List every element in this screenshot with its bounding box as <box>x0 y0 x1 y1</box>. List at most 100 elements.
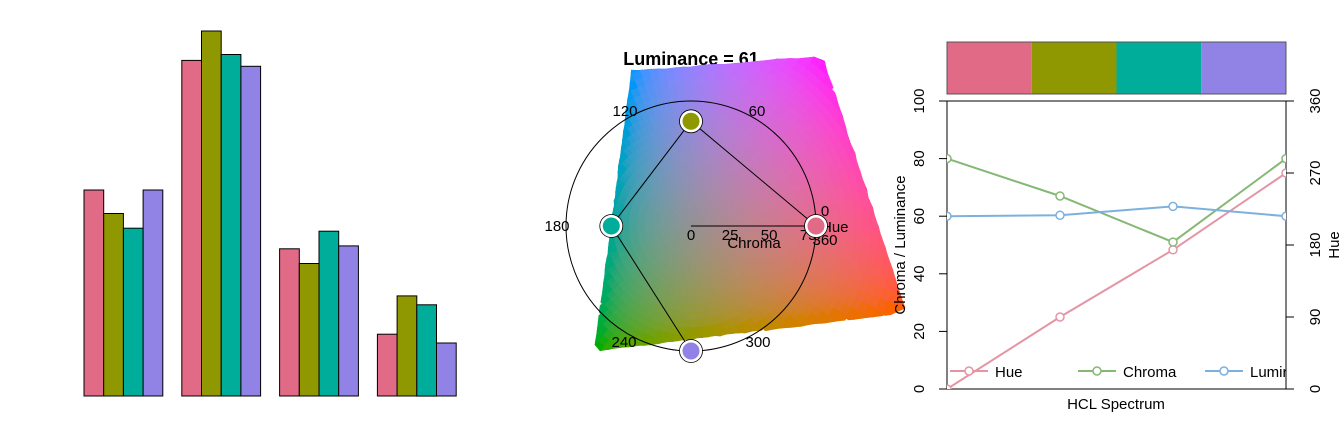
gamut-cell <box>545 110 559 125</box>
gamut-cell <box>867 120 881 136</box>
gamut-cell <box>607 360 621 373</box>
gamut-cell <box>527 162 539 176</box>
gamut-cell <box>530 55 547 72</box>
gamut-cell <box>580 48 596 62</box>
gamut-cell <box>594 86 608 99</box>
gamut-cell <box>492 296 505 312</box>
gamut-cell <box>575 247 585 256</box>
gamut-cell <box>456 210 465 226</box>
gamut-cell <box>496 243 506 257</box>
gamut-cell <box>618 31 633 44</box>
gamut-cell <box>726 0 743 5</box>
gamut-cell <box>495 203 505 216</box>
gamut-cell <box>668 349 678 359</box>
gamut-cell <box>689 398 701 407</box>
gamut-cell <box>584 55 599 69</box>
gamut-cell <box>735 397 749 409</box>
gamut-cell <box>654 378 666 389</box>
gamut-cell <box>625 411 640 423</box>
gamut-cell <box>489 309 503 326</box>
gamut-cell <box>862 97 877 114</box>
gamut-cell <box>524 266 536 279</box>
gamut-cell <box>730 350 741 361</box>
gamut-cell <box>668 412 681 422</box>
gamut-cell <box>610 371 624 384</box>
gamut-cell <box>709 427 724 432</box>
gamut-cell <box>581 177 592 187</box>
gamut-cell <box>534 224 543 234</box>
gamut-cell <box>567 27 584 42</box>
gamut-cell <box>740 355 752 367</box>
gamut-cell <box>584 251 594 260</box>
gamut-cell <box>615 382 629 395</box>
gamut-cell <box>486 337 501 355</box>
gamut-cell <box>590 239 600 247</box>
gamut-cell <box>699 420 713 430</box>
gamut-cell <box>573 230 582 238</box>
gamut-cell <box>585 114 598 127</box>
gamut-cell <box>618 400 633 413</box>
gamut-cell <box>640 399 654 410</box>
gamut-cell <box>868 92 884 109</box>
gamut-cell <box>480 244 490 259</box>
gamut-cell <box>602 155 613 166</box>
gamut-cell <box>592 193 602 202</box>
gamut-cell <box>638 406 652 418</box>
gamut-cell <box>893 119 907 137</box>
gamut-cell <box>740 379 753 391</box>
gamut-cell <box>628 28 643 40</box>
gamut-cell <box>726 360 738 371</box>
gamut-cell <box>691 30 704 39</box>
gamut-cell <box>608 35 624 48</box>
gamut-cell <box>702 0 718 9</box>
gamut-cell <box>770 382 785 396</box>
gamut-cell <box>733 357 745 368</box>
gamut-cell <box>564 285 576 297</box>
gamut-cell <box>860 124 874 140</box>
gamut-cell <box>605 71 619 84</box>
gamut-cell <box>621 393 636 405</box>
gamut-cell <box>566 269 577 280</box>
gamut-cell <box>558 150 570 163</box>
gamut-cell <box>623 418 639 430</box>
gamut-cell <box>574 200 584 209</box>
gamut-cell <box>681 366 691 375</box>
swatch-4 <box>1201 42 1286 94</box>
gamut-cell <box>590 203 600 211</box>
gamut-cell <box>479 234 489 248</box>
gamut-cell <box>573 224 582 232</box>
gamut-cell <box>633 389 647 401</box>
gamut-cell <box>511 205 521 217</box>
gamut-cell <box>464 150 477 167</box>
gamut-cell <box>709 419 723 429</box>
gamut-cell <box>499 262 510 276</box>
gamut-cell <box>460 270 472 287</box>
right-tick-label: 360 <box>1307 88 1324 113</box>
gamut-cell <box>547 153 559 166</box>
bar-g1-s4 <box>143 190 163 396</box>
gamut-cell <box>635 381 648 393</box>
gamut-cell <box>479 223 488 237</box>
bar-g1-s2 <box>104 214 124 397</box>
gamut-cell <box>560 72 575 87</box>
gamut-cell <box>478 278 490 294</box>
gamut-cell <box>913 177 924 194</box>
gamut-cell <box>872 175 883 189</box>
gamut-cell <box>555 66 571 81</box>
gamut-cell <box>527 240 537 252</box>
gamut-cell <box>751 32 766 45</box>
gamut-cell <box>915 189 926 205</box>
gamut-cell <box>650 361 662 372</box>
gamut-cell <box>568 147 580 159</box>
gamut-cell <box>702 14 717 24</box>
gamut-cell <box>456 198 466 214</box>
gamut-cell <box>540 306 553 320</box>
legend-label-2: Lumir <box>1250 364 1288 381</box>
gamut-cell <box>534 216 543 226</box>
gamut-cell <box>605 27 621 40</box>
gamut-cell <box>567 291 579 303</box>
gamut-cell <box>488 110 503 127</box>
gamut-cell <box>600 174 611 184</box>
hue-tick-label: 240 <box>611 334 636 351</box>
